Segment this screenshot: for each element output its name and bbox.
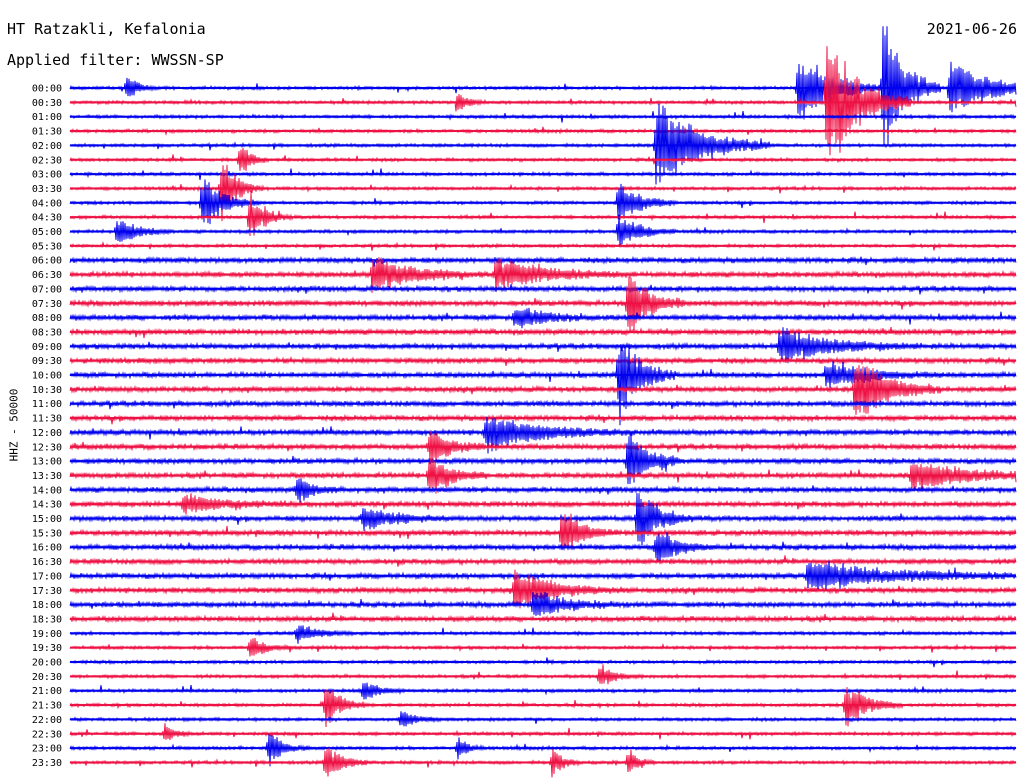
row-time-label: 07:00	[32, 284, 62, 295]
row-time-label: 22:30	[32, 729, 62, 740]
row-time-label: 05:00	[32, 227, 62, 238]
row-time-label: 01:00	[32, 112, 62, 123]
row-time-label: 10:00	[32, 371, 62, 382]
row-time-label: 01:30	[32, 127, 62, 138]
filter-label: Applied filter: WWSSN-SP	[7, 51, 224, 69]
row-time-label: 06:00	[32, 256, 62, 267]
row-time-label: 16:30	[32, 557, 62, 568]
row-time-label: 19:00	[32, 629, 62, 640]
row-time-label: 03:30	[32, 184, 62, 195]
row-time-label: 17:30	[32, 586, 62, 597]
row-time-label: 22:00	[32, 715, 62, 726]
row-time-label: 07:30	[32, 299, 62, 310]
trace-line	[69, 664, 1017, 685]
row-time-label: 18:00	[32, 600, 62, 611]
row-time-label: 05:30	[32, 241, 62, 252]
row-time-label: 02:30	[32, 155, 62, 166]
row-time-label: 13:00	[32, 457, 62, 468]
row-time-label: 19:30	[32, 643, 62, 654]
row-time-label: 08:30	[32, 327, 62, 338]
row-time-label: 12:00	[32, 428, 62, 439]
row-time-label: 18:30	[32, 614, 62, 625]
trace-line	[69, 413, 1017, 425]
row-time-label: 12:30	[32, 442, 62, 453]
row-time-label: 15:00	[32, 514, 62, 525]
station-title: HT Ratzakli, Kefalonia	[7, 20, 206, 38]
row-time-label: 20:30	[32, 672, 62, 683]
row-time-label: 00:30	[32, 98, 62, 109]
trace-line	[69, 344, 1017, 426]
row-time-label: 23:30	[32, 758, 62, 769]
row-time-label: 17:00	[32, 571, 62, 582]
row-time-label: 20:00	[32, 658, 62, 669]
date-label: 2021-06-26	[926, 20, 1017, 38]
trace-line	[69, 255, 1017, 267]
row-time-label: 09:30	[32, 356, 62, 367]
trace-line	[69, 723, 1017, 741]
row-time-label: 15:30	[32, 528, 62, 539]
row-time-label: 21:00	[32, 686, 62, 697]
row-time-label: 04:30	[32, 213, 62, 224]
row-time-label: 04:00	[32, 198, 62, 209]
row-time-label: 14:00	[32, 485, 62, 496]
row-time-label: 06:30	[32, 270, 62, 281]
trace-line	[69, 46, 1017, 156]
trace-line	[69, 612, 1017, 624]
row-time-label: 11:00	[32, 399, 62, 410]
row-time-label: 14:30	[32, 500, 62, 511]
row-time-label: 03:00	[32, 170, 62, 181]
row-time-label: 11:30	[32, 414, 62, 425]
row-time-label: 08:00	[32, 313, 62, 324]
row-time-label: 16:00	[32, 543, 62, 554]
row-time-label: 23:00	[32, 744, 62, 755]
trace-line	[69, 625, 1017, 644]
row-time-label: 09:00	[32, 342, 62, 353]
row-time-label: 02:00	[32, 141, 62, 152]
row-time-label: 21:30	[32, 701, 62, 712]
row-time-label: 10:30	[32, 385, 62, 396]
row-time-label: 13:30	[32, 471, 62, 482]
row-time-label: 00:00	[32, 84, 62, 95]
